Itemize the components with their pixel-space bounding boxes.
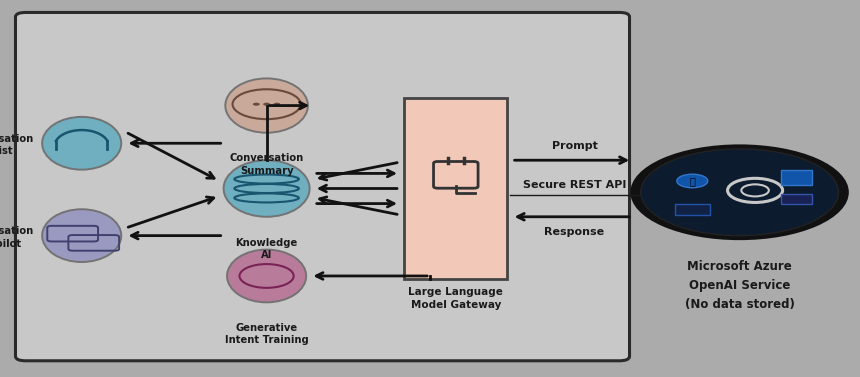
Circle shape — [630, 144, 849, 240]
Text: Conversation
Summary: Conversation Summary — [230, 153, 304, 176]
Text: Prompt: Prompt — [551, 141, 598, 151]
Circle shape — [677, 174, 708, 188]
Text: 🔒: 🔒 — [690, 176, 695, 186]
Text: Generative
Intent Training: Generative Intent Training — [224, 323, 309, 345]
Ellipse shape — [42, 209, 121, 262]
Circle shape — [641, 149, 838, 236]
Text: Knowledge
AI: Knowledge AI — [236, 238, 298, 260]
FancyBboxPatch shape — [404, 98, 507, 279]
Text: Secure REST API: Secure REST API — [523, 180, 626, 190]
FancyBboxPatch shape — [15, 12, 630, 361]
Text: Conversation
Autopilot: Conversation Autopilot — [0, 226, 34, 249]
Ellipse shape — [225, 78, 308, 133]
Circle shape — [273, 103, 280, 106]
FancyBboxPatch shape — [781, 170, 812, 185]
FancyBboxPatch shape — [675, 204, 710, 215]
Ellipse shape — [42, 117, 121, 170]
Circle shape — [263, 103, 270, 106]
Ellipse shape — [227, 250, 306, 302]
FancyBboxPatch shape — [781, 194, 812, 204]
Text: Response: Response — [544, 227, 605, 237]
Text: Large Language
Model Gateway: Large Language Model Gateway — [408, 287, 503, 310]
Text: Conversation
Assist: Conversation Assist — [0, 134, 34, 156]
Ellipse shape — [224, 160, 310, 217]
Bar — [234, 179, 299, 198]
Text: Microsoft Azure
OpenAI Service
(No data stored): Microsoft Azure OpenAI Service (No data … — [685, 260, 795, 311]
Circle shape — [253, 103, 260, 106]
